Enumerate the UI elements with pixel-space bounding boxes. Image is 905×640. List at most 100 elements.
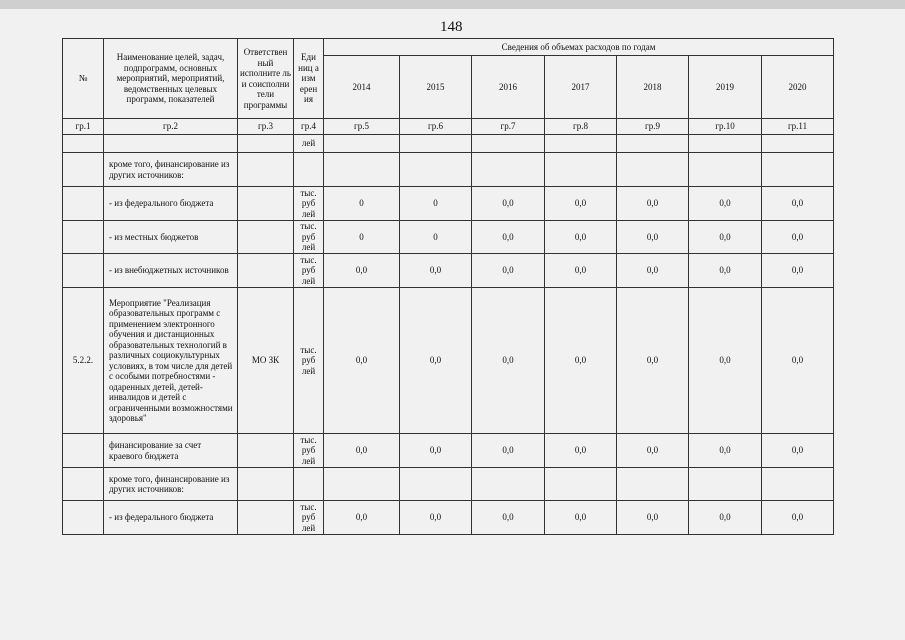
table-row: - из федерального бюджета тыс. руб лей 0,0… <box>62 500 835 535</box>
value-2017: 0,0 <box>544 220 617 254</box>
header-year-2015: 2015 <box>399 55 472 119</box>
table-row: - из федерального бюджета тыс. руб лей 0 0 0… <box>62 186 835 221</box>
expenditure-table: № Наименование целей, задач, подпрограмм… <box>62 38 835 535</box>
value-2020 <box>760 152 835 187</box>
value-2016: 0,0 <box>471 186 545 221</box>
value-2017: 0,0 <box>544 433 617 468</box>
row-name: - из федерального бюджета <box>103 186 238 221</box>
header-unit: Еди ниц а изм ерен ия <box>293 38 324 119</box>
row-name: - из местных бюджетов <box>103 220 238 254</box>
header-responsible: Ответствен ный исполните ль и соисполни … <box>237 38 294 119</box>
row-responsible <box>237 500 294 535</box>
value-2020: 0,0 <box>760 433 835 468</box>
value-2016 <box>471 134 545 153</box>
value-2018: 0,0 <box>616 433 689 468</box>
value-2016: 0,0 <box>471 500 545 535</box>
row-name <box>103 134 238 153</box>
value-2014: 0,0 <box>323 433 400 468</box>
value-2017 <box>544 134 617 153</box>
value-2015: 0,0 <box>399 433 472 468</box>
row-name: кроме того, финансирование из других ист… <box>103 152 238 187</box>
table-row: 5.2.2. Мероприятие "Реализация образовате… <box>62 287 835 434</box>
value-2016 <box>471 152 545 187</box>
value-2019: 0,0 <box>688 287 762 434</box>
row-unit: тыс. руб лей <box>293 433 324 468</box>
value-2020: 0,0 <box>760 500 835 535</box>
header-year-2018: 2018 <box>616 55 689 119</box>
column-number: гр.1 <box>62 118 104 135</box>
value-2017: 0,0 <box>544 287 617 434</box>
row-responsible <box>237 433 294 468</box>
row-name: кроме того, финансирование из других ист… <box>103 467 238 501</box>
row-number <box>62 134 104 153</box>
header-year-2017: 2017 <box>544 55 617 119</box>
value-2018: 0,0 <box>616 500 689 535</box>
row-responsible <box>237 186 294 221</box>
value-2015 <box>399 152 472 187</box>
row-number <box>62 433 104 468</box>
page-number: 148 <box>440 19 463 35</box>
column-number: гр.11 <box>760 118 835 135</box>
column-number: гр.4 <box>293 118 324 135</box>
value-2020 <box>760 134 835 153</box>
header-year-2020: 2020 <box>760 55 835 119</box>
row-unit: тыс. руб лей <box>293 220 324 254</box>
value-2015: 0 <box>399 220 472 254</box>
row-number <box>62 500 104 535</box>
row-number <box>62 152 104 187</box>
row-name: - из внебюджетных источников <box>103 253 238 288</box>
row-responsible <box>237 220 294 254</box>
row-unit: тыс. руб лей <box>293 287 324 434</box>
column-number: гр.3 <box>237 118 294 135</box>
row-number <box>62 253 104 288</box>
column-number: гр.7 <box>471 118 545 135</box>
value-2019 <box>688 152 762 187</box>
value-2017: 0,0 <box>544 500 617 535</box>
column-number: гр.5 <box>323 118 400 135</box>
value-2019: 0,0 <box>688 220 762 254</box>
value-2019: 0,0 <box>688 500 762 535</box>
row-unit <box>293 152 324 187</box>
value-2015 <box>399 134 472 153</box>
value-2015: 0 <box>399 186 472 221</box>
header-year-2014: 2014 <box>323 55 400 119</box>
table-row: финансирование за счет краевого бюджета т… <box>62 433 835 468</box>
value-2016: 0,0 <box>471 287 545 434</box>
value-2018: 0,0 <box>616 253 689 288</box>
header-year-2016: 2016 <box>471 55 545 119</box>
value-2018: 0,0 <box>616 220 689 254</box>
column-number: гр.9 <box>616 118 689 135</box>
value-2019 <box>688 467 762 501</box>
value-2018 <box>616 152 689 187</box>
value-2014: 0,0 <box>323 500 400 535</box>
value-2015: 0,0 <box>399 253 472 288</box>
row-unit: лей <box>293 134 324 153</box>
value-2017 <box>544 152 617 187</box>
value-2018: 0,0 <box>616 287 689 434</box>
value-2018 <box>616 467 689 501</box>
row-name: - из федерального бюджета <box>103 500 238 535</box>
value-2018: 0,0 <box>616 186 689 221</box>
row-responsible <box>237 152 294 187</box>
value-2019 <box>688 134 762 153</box>
header-name: Наименование целей, задач, подпрограмм, … <box>103 38 238 119</box>
row-number <box>62 467 104 501</box>
value-2014 <box>323 467 400 501</box>
value-2016: 0,0 <box>471 433 545 468</box>
row-responsible <box>237 253 294 288</box>
value-2018 <box>616 134 689 153</box>
value-2020: 0,0 <box>760 287 835 434</box>
value-2017: 0,0 <box>544 253 617 288</box>
table-row: кроме того, финансирование из других ист… <box>62 152 835 187</box>
value-2015 <box>399 467 472 501</box>
value-2019: 0,0 <box>688 253 762 288</box>
value-2020: 0,0 <box>760 253 835 288</box>
column-number: гр.10 <box>688 118 762 135</box>
value-2014: 0 <box>323 220 400 254</box>
row-responsible <box>237 134 294 153</box>
row-responsible <box>237 467 294 501</box>
header-years-group: Сведения об объемах расходов по годам <box>322 38 835 56</box>
table-row: кроме того, финансирование из других ист… <box>62 467 835 501</box>
value-2014: 0,0 <box>323 253 400 288</box>
row-number <box>62 186 104 221</box>
